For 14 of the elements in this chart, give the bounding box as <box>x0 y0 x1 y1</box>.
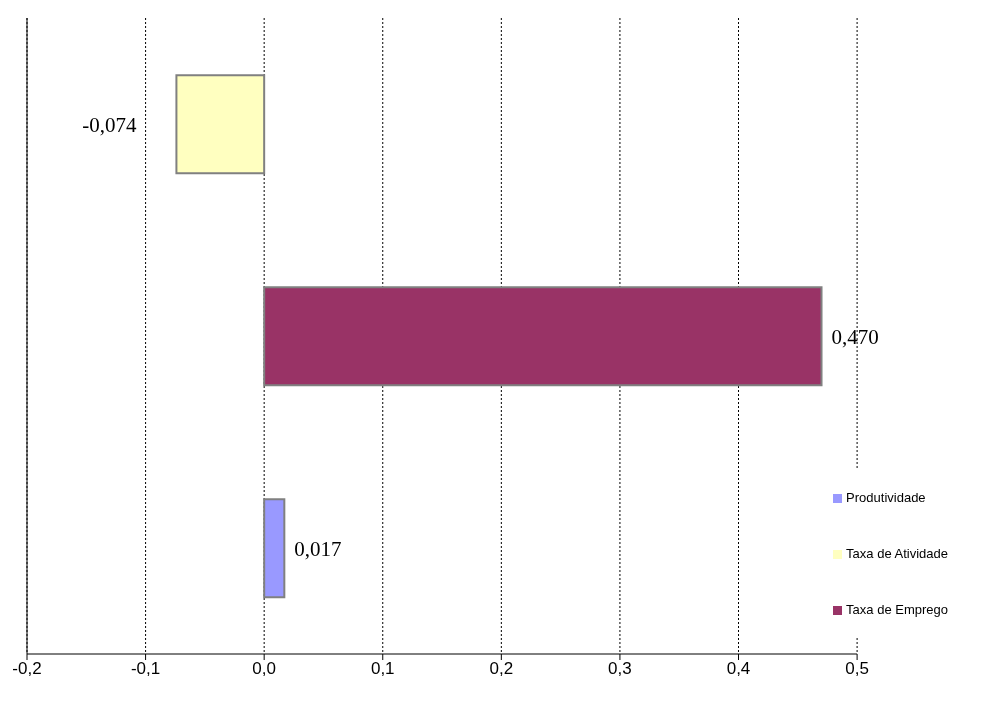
legend-label: Taxa de Atividade <box>846 546 948 561</box>
data-label: -0,074 <box>82 112 137 137</box>
x-tick-label: 0,3 <box>608 659 632 679</box>
x-tick-label: -0,2 <box>12 659 42 679</box>
x-tick-label: 0,5 <box>845 659 869 679</box>
legend-label: Taxa de Emprego <box>846 602 948 617</box>
x-tick-label: 0,1 <box>370 659 395 679</box>
data-label: 0,470 <box>831 324 879 349</box>
x-tick-label: 0,2 <box>489 659 514 679</box>
x-tick-label: -0,1 <box>130 659 161 679</box>
x-tick-label: 0,4 <box>726 659 751 679</box>
legend-label: Produtividade <box>846 490 926 505</box>
x-tick-label: 0,0 <box>252 659 276 679</box>
data-label: 0,017 <box>294 536 342 561</box>
